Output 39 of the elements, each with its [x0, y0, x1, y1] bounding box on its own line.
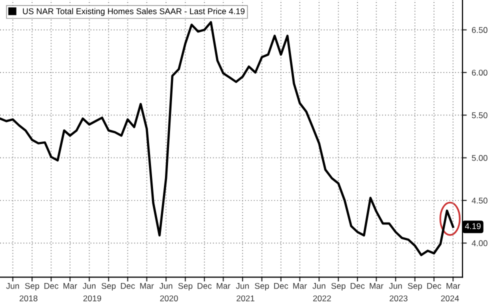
- y-tick-label: 4.00: [472, 240, 488, 246]
- x-tick-label: Sep: [331, 282, 346, 291]
- legend-label: US NAR Total Existing Homes Sales SAAR - Last Price 4.19: [22, 8, 245, 16]
- y-tick-label: 5.50: [472, 112, 488, 118]
- x-tick-label: Dec: [427, 283, 442, 289]
- x-tick-label: Mar: [140, 283, 154, 289]
- annotation: 4.19: [465, 223, 481, 230]
- x2-tick-label: 2021: [236, 295, 254, 302]
- x-tick-label: Dec: [120, 283, 135, 289]
- x-tick-label: Dec: [44, 283, 58, 289]
- x-tick-label: Sep: [102, 282, 116, 291]
- x-tick-label: Mar: [64, 283, 78, 289]
- x2-tick-label: 2020: [160, 295, 178, 302]
- y-tick-label: 5.00: [472, 154, 488, 161]
- x-tick-label: Jun: [236, 283, 249, 289]
- x-tick-label: Mar: [370, 283, 384, 289]
- x2-tick-label: 2022: [313, 295, 331, 302]
- x-tick-label: Sep: [408, 282, 422, 291]
- x-tick-label: Sep: [25, 282, 40, 291]
- x-tick-label: Dec: [274, 283, 288, 289]
- x-tick-label: Jun: [82, 283, 96, 289]
- x-tick-label: Dec: [198, 283, 212, 289]
- x-tick-label: Sep: [254, 282, 269, 291]
- x-tick-label: Sep: [178, 282, 192, 291]
- x2-tick-label: 2019: [83, 295, 102, 302]
- x-tick-label: Dec: [350, 283, 365, 289]
- x-tick-label: Jun: [389, 283, 402, 289]
- x2-tick-label: 2023: [390, 295, 408, 302]
- x-tick-label: Jun: [159, 283, 172, 289]
- x-tick-label: Mar: [216, 283, 230, 289]
- x2-tick-label: 2018: [20, 295, 38, 302]
- x-tick-label: Jun: [312, 283, 326, 289]
- x-tick-label: Jun: [6, 283, 19, 289]
- x-tick-label: Mar: [293, 283, 307, 289]
- y-tick-label: 4.50: [472, 198, 488, 204]
- y-tick-label: 6.50: [472, 27, 488, 33]
- x-tick-label: Mar: [446, 283, 460, 289]
- x2-tick-label: 2024: [441, 295, 459, 302]
- y-tick-label: 6.00: [472, 70, 488, 76]
